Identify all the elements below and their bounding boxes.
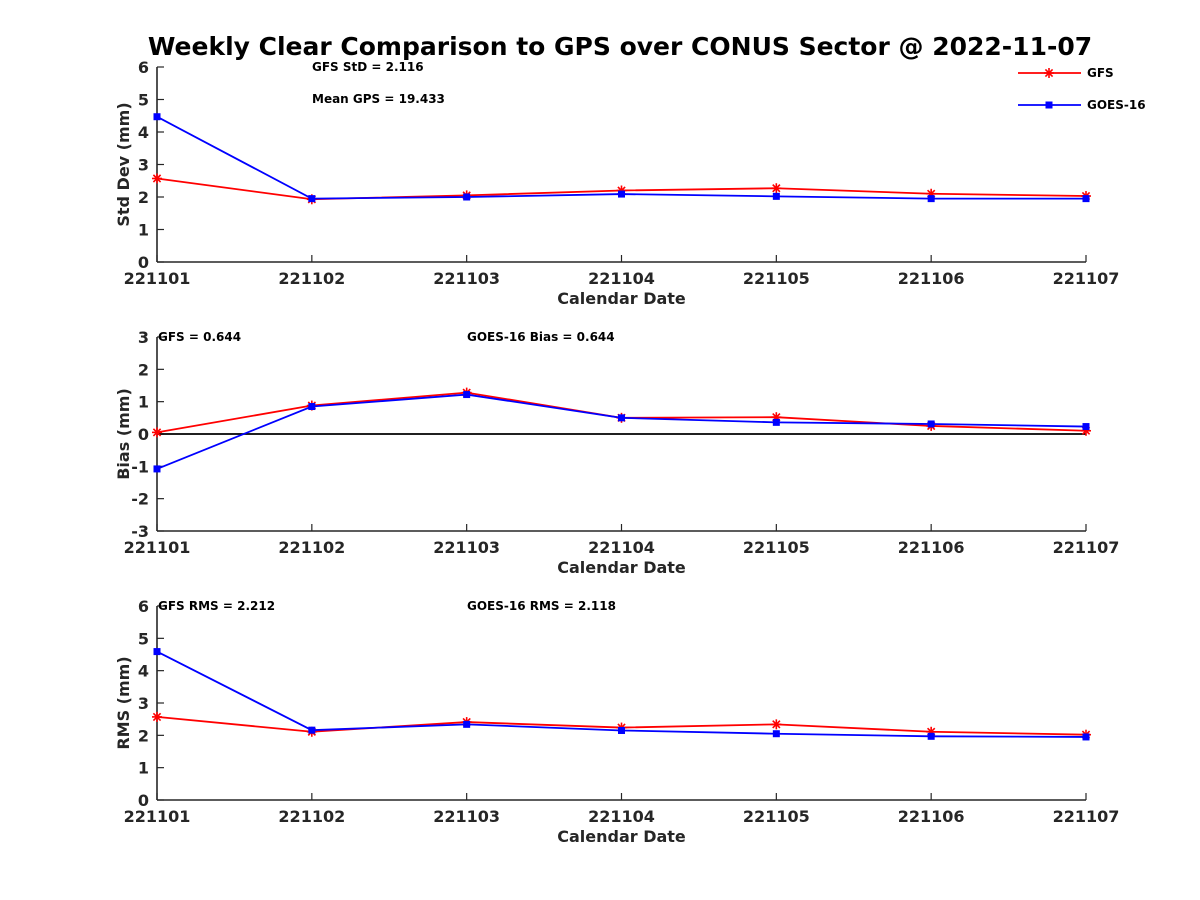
data-point (308, 403, 316, 411)
data-point (927, 420, 935, 428)
panel-2: -3 -2 -1 0 1 2 3 221101 221102 221103 221104 221105… (114, 328, 1119, 577)
legend-entry-goes-16: GOES-16 (1018, 98, 1146, 112)
x-tick-label: 221106 (898, 269, 965, 288)
data-point (1082, 195, 1090, 203)
chart-title: Weekly Clear Comparison to GPS over CONU… (148, 32, 1092, 61)
x-tick-label: 221103 (433, 269, 500, 288)
data-point (618, 190, 625, 198)
series-goes-16 (153, 648, 1090, 741)
data-point (463, 193, 471, 201)
data-point (1082, 423, 1090, 431)
panel-3: 0 1 2 3 4 5 6 221101 221102 221103 221104 221105 221… (114, 597, 1119, 846)
y-tick-label: 4 (138, 123, 149, 142)
x-tick-label: 221101 (124, 538, 191, 557)
series-line (156, 393, 1087, 470)
legend: GFS GOES-16 (1018, 66, 1146, 112)
x-tick-label: 221107 (1053, 269, 1120, 288)
y-axis-label: Bias (mm) (114, 388, 133, 480)
legend-label: GOES-16 (1087, 98, 1146, 112)
x-tick-label: 221105 (743, 807, 810, 826)
x-tick-label: 221107 (1053, 807, 1120, 826)
x-tick-label: 221107 (1053, 538, 1120, 557)
data-point (772, 730, 780, 738)
data-point (927, 195, 935, 203)
data-point (772, 418, 780, 426)
data-point (463, 720, 471, 728)
legend-marker (1045, 101, 1053, 109)
series-gfs (152, 387, 1091, 438)
y-tick-label: 6 (138, 597, 149, 616)
y-tick-label: -3 (131, 522, 149, 541)
y-tick-label: 5 (138, 91, 149, 110)
x-tick-label: 221104 (588, 538, 655, 557)
x-tick-label: 221103 (433, 807, 500, 826)
legend-marker (1044, 68, 1054, 78)
x-tick-label: 221104 (588, 807, 655, 826)
y-tick-label: -2 (131, 490, 149, 509)
data-point (1082, 733, 1090, 741)
data-point (152, 427, 162, 438)
data-point (618, 414, 625, 422)
data-point (153, 648, 161, 656)
x-tick-label: 221105 (743, 269, 810, 288)
data-point (152, 173, 162, 184)
data-point (463, 391, 471, 399)
x-tick-label: 221103 (433, 538, 500, 557)
x-axis-label: Calendar Date (557, 558, 686, 577)
y-tick-label: 0 (138, 253, 149, 272)
data-point (308, 195, 316, 203)
x-tick-label: 221101 (124, 807, 191, 826)
x-axis-label: Calendar Date (557, 289, 686, 308)
stat-annotation: GFS = 0.644 (158, 330, 241, 344)
legend-entry-gfs: GFS (1018, 66, 1114, 80)
y-tick-label: 2 (138, 360, 149, 379)
x-tick-label: 221102 (278, 269, 345, 288)
data-point (772, 192, 780, 200)
stat-annotation: GFS StD = 2.116 (312, 60, 424, 74)
y-tick-label: 6 (138, 58, 149, 77)
x-tick-label: 221106 (898, 807, 965, 826)
y-tick-label: 3 (138, 328, 149, 347)
y-tick-label: 4 (138, 662, 149, 681)
x-tick-label: 221102 (278, 538, 345, 557)
series-goes-16 (153, 391, 1090, 473)
stat-annotation: GFS RMS = 2.212 (158, 599, 275, 613)
data-point (152, 711, 162, 722)
y-tick-label: 2 (138, 726, 149, 745)
series-goes-16 (153, 113, 1090, 203)
data-point (771, 183, 782, 194)
x-tick-label: 221101 (124, 269, 191, 288)
y-tick-label: -1 (131, 457, 149, 476)
y-tick-label: 2 (138, 188, 149, 207)
stat-annotation: GOES-16 Bias = 0.644 (467, 330, 615, 344)
x-axis-label: Calendar Date (557, 827, 686, 846)
y-tick-label: 1 (138, 393, 149, 412)
x-tick-label: 221102 (278, 807, 345, 826)
y-tick-label: 3 (138, 694, 149, 713)
x-tick-label: 221106 (898, 538, 965, 557)
x-tick-label: 221105 (743, 538, 810, 557)
y-tick-label: 0 (138, 425, 149, 444)
y-axis-label: RMS (mm) (114, 656, 133, 749)
data-point (153, 113, 161, 121)
stat-annotation: Mean GPS = 19.433 (312, 92, 445, 106)
y-tick-label: 0 (138, 791, 149, 810)
data-point (927, 732, 935, 740)
data-point (771, 719, 782, 730)
data-point (618, 726, 625, 734)
y-tick-label: 1 (138, 221, 149, 240)
stat-annotation: GOES-16 RMS = 2.118 (467, 599, 616, 613)
x-tick-label: 221104 (588, 269, 655, 288)
y-tick-label: 1 (138, 759, 149, 778)
data-point (308, 726, 316, 734)
y-tick-label: 3 (138, 156, 149, 175)
legend-label: GFS (1087, 66, 1114, 80)
y-tick-label: 5 (138, 629, 149, 648)
y-axis-label: Std Dev (mm) (114, 102, 133, 226)
panel-1: 0 1 2 3 4 5 6 221101 221102 221103 221104 221105 221… (114, 58, 1119, 308)
data-point (153, 465, 161, 473)
